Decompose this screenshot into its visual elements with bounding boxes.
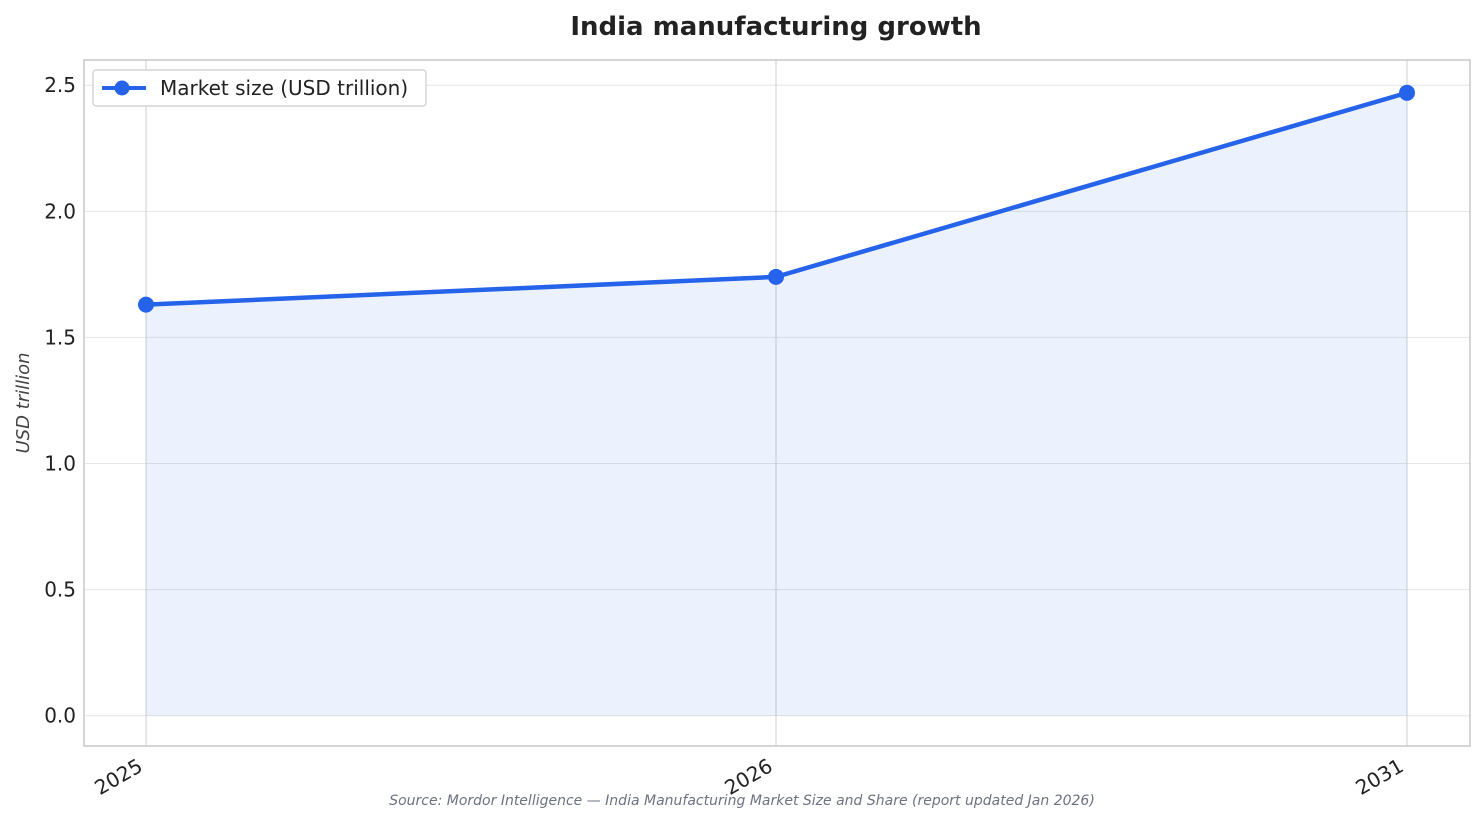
y-tick-label: 1.0 [44,452,76,476]
series-area [146,92,1407,716]
data-point [138,296,154,313]
source-note: Source: Mordor Intelligence — India Manu… [389,793,1095,809]
legend-marker [114,80,130,96]
legend-box [92,69,427,107]
y-tick-label: 0.0 [44,704,76,728]
y-ticks: 0.0 0.5 1.0 1.5 2.0 2.5 [44,73,76,728]
chart-title: India manufacturing growth [570,12,981,42]
x-tick-label: 2025 [90,754,146,800]
plot-frame [83,59,1471,747]
legend: Market size (USD trillion) [92,69,427,107]
data-points [138,84,1415,313]
y-tick-label: 1.5 [44,325,76,349]
area-fill [146,92,1407,716]
data-point [768,268,784,285]
legend-label: Market size (USD trillion) [160,76,408,100]
y-tick-label: 2.5 [44,73,76,97]
y-axis-label: USD trillion [13,352,34,453]
y-tick-label: 0.5 [44,578,76,602]
data-point [1399,84,1415,101]
y-tick-label: 2.0 [44,199,76,223]
x-tick-label: 2031 [1351,754,1407,800]
